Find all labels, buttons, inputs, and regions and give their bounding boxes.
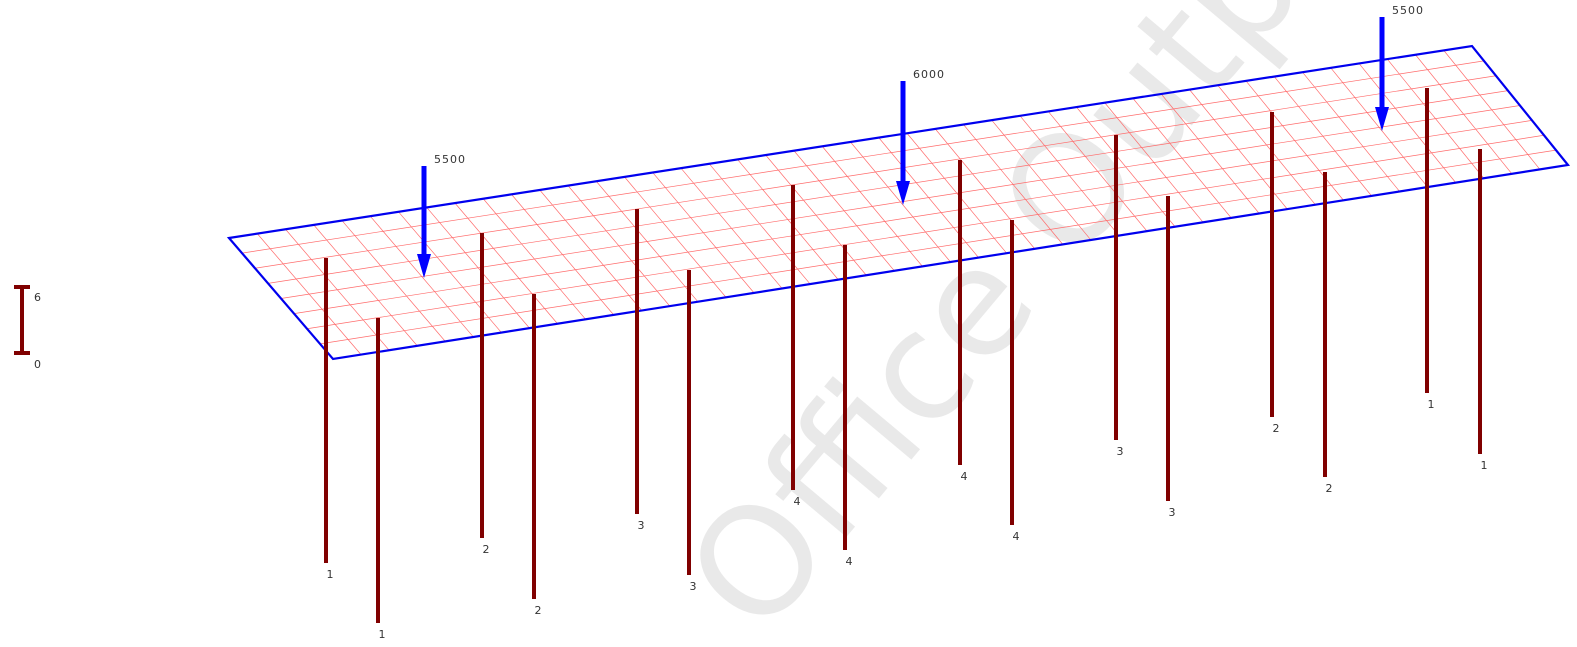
pile-label: 2 [1273,422,1280,435]
pile-label: 1 [327,568,334,581]
pile-label: 3 [638,519,645,532]
load-arrow-head [1375,107,1389,131]
pile-label: 1 [1481,459,1488,472]
piles: 1 1 2 2 3 3 4 4 4 4 3 3 2 2 1 1 [324,88,1488,641]
pile-label: 2 [483,543,490,556]
load-value-label: 5500 [434,153,466,166]
mesh-line [267,90,1509,284]
mesh-line [241,60,1485,254]
legend-min-label: 0 [34,358,41,371]
pile-label: 4 [1013,530,1020,543]
pile-label: 2 [535,604,542,617]
pile-label: 4 [961,470,968,483]
pile-label: 4 [846,555,853,568]
load-value-label: 5500 [1392,4,1424,17]
load-arrow-head [417,254,431,278]
pile-label: 3 [690,580,697,593]
load-arrow-head [896,181,910,205]
pile-label: 3 [1117,445,1124,458]
pile-label: 1 [379,628,386,641]
loads: 5500 6000 5500 [417,4,1424,278]
mesh-line [293,120,1533,314]
scale-legend: 6 0 [14,285,41,371]
pile-label: 4 [794,495,801,508]
mesh-line [280,105,1521,299]
legend-max-label: 6 [34,291,41,304]
pile-label: 1 [1428,398,1435,411]
pile-label: 3 [1169,506,1176,519]
mesh-line [306,134,1545,330]
mesh-line [254,75,1497,269]
mesh-line [319,149,1557,345]
load-value-label: 6000 [913,68,945,81]
slab-outline [226,44,1571,361]
slab-outline-path [226,44,1571,361]
pile-label: 2 [1326,482,1333,495]
